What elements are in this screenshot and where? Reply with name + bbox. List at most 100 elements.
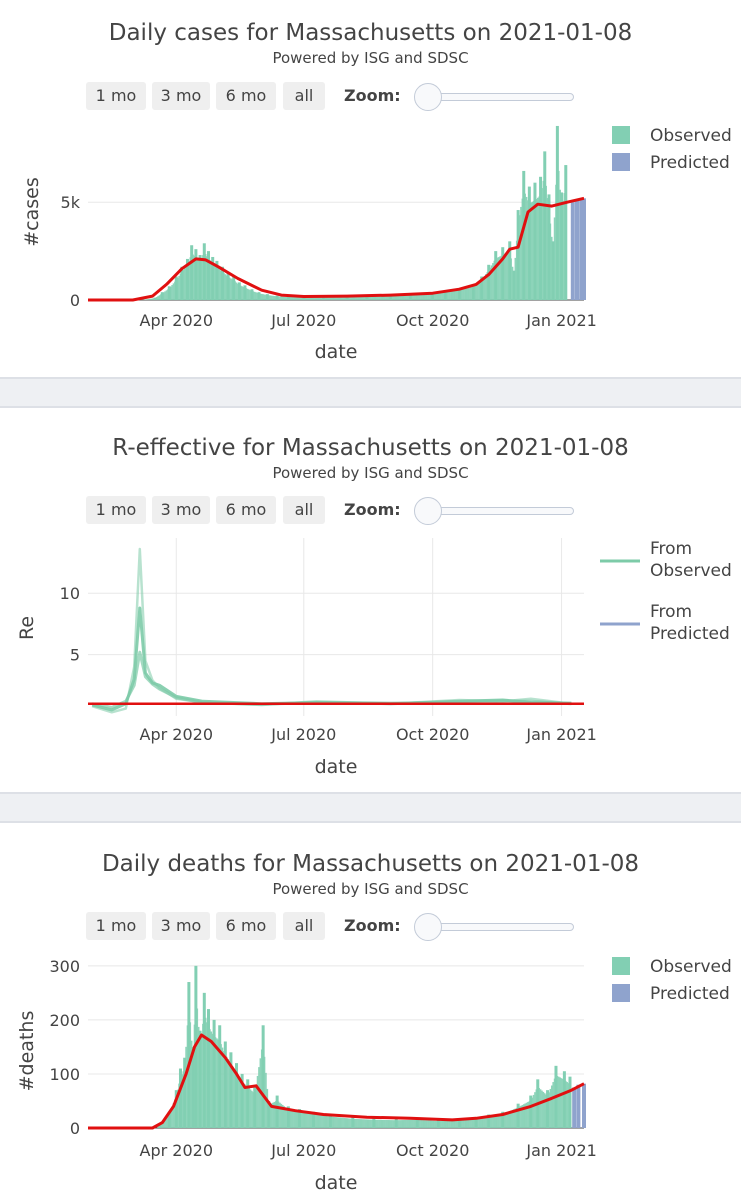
observed-bar (294, 297, 297, 300)
observed-bar (187, 982, 191, 1128)
zoom-slider-knob[interactable] (414, 497, 442, 525)
range-6mo-button[interactable]: 6 mo (216, 912, 276, 940)
observed-bar (266, 1088, 269, 1128)
deaths-chart: 0 100 200 300 Apr 2020 Jul 2020 Oct 2020 Jan 20… (16, 957, 732, 1194)
observed-bar (521, 198, 524, 300)
observed-bar (244, 1084, 246, 1128)
re-subtitle: Powered by ISG and SDSC (272, 464, 469, 482)
observed-bar (493, 1115, 496, 1128)
observed-bar (343, 296, 346, 300)
observed-bar (307, 296, 309, 300)
re-title: R-effective for Massachusetts on 2021-01… (112, 435, 629, 461)
observed-bar (385, 1119, 388, 1128)
range-all-button[interactable]: all (283, 912, 325, 940)
range-all-button[interactable]: all (283, 496, 325, 524)
observed-bar (387, 1120, 389, 1128)
observed-bar (506, 1112, 508, 1128)
observed-bar (539, 176, 543, 300)
observed-bar (359, 1119, 361, 1128)
observed-bar (235, 1063, 239, 1128)
re-series-line (91, 606, 572, 712)
observed-bar (424, 293, 427, 300)
observed-bar (197, 1026, 200, 1128)
observed-bar (535, 199, 538, 300)
observed-bar (412, 294, 414, 300)
observed-bar (181, 1074, 183, 1128)
range-all-button[interactable]: all (283, 82, 325, 110)
observed-bar (482, 1117, 484, 1128)
observed-bar (564, 1080, 567, 1128)
zoom-slider-knob[interactable] (414, 83, 442, 111)
zoom-slider-knob[interactable] (414, 913, 442, 941)
observed-bar (212, 1019, 216, 1128)
range-3mo-button[interactable]: 3 mo (152, 496, 210, 524)
observed-bar (408, 294, 410, 300)
observed-bar (366, 1119, 368, 1128)
observed-bar (151, 298, 154, 300)
observed-bar (513, 1109, 515, 1128)
observed-bar (534, 1092, 536, 1128)
observed-bar (260, 1049, 263, 1128)
observed-bar (459, 1119, 462, 1128)
observed-bar (150, 298, 152, 300)
observed-bar (248, 289, 250, 300)
observed-bar (384, 295, 386, 300)
observed-bar (553, 1078, 556, 1128)
observed-bar (410, 294, 413, 300)
observed-bar (206, 1009, 210, 1128)
observed-bar (512, 270, 516, 300)
range-3mo-button[interactable]: 3 mo (152, 912, 210, 940)
observed-bar (483, 1117, 486, 1128)
legend-swatch-observed (612, 957, 630, 975)
observed-bar (415, 294, 417, 300)
observed-bar (186, 1025, 189, 1128)
observed-bar (315, 1114, 318, 1128)
observed-bar (345, 1118, 347, 1128)
predicted-bar (570, 202, 575, 300)
range-1mo-button[interactable]: 1 mo (86, 912, 146, 940)
observed-bar (452, 1120, 455, 1128)
observed-bar (448, 1120, 451, 1128)
observed-bar (464, 1119, 466, 1128)
range-1mo-button[interactable]: 1 mo (86, 496, 146, 524)
observed-bar (468, 287, 470, 300)
observed-bar (160, 294, 162, 300)
observed-bar (321, 1115, 323, 1128)
observed-bar (180, 266, 184, 300)
observed-bar (417, 294, 420, 300)
observed-bar (188, 261, 190, 300)
observed-bar (413, 1119, 416, 1128)
observed-bar (360, 295, 363, 300)
observed-bar (396, 1120, 399, 1128)
observed-bar (286, 296, 290, 300)
observed-bar (427, 293, 430, 300)
observed-bar (380, 295, 382, 300)
observed-bar (308, 1113, 311, 1128)
range-6mo-button[interactable]: 6 mo (216, 82, 276, 110)
observed-bar (220, 270, 222, 300)
deaths-panel: Daily deaths for Massachusetts on 2021-0… (0, 823, 741, 1200)
observed-bar (485, 1117, 487, 1128)
observed-bar (408, 1119, 410, 1128)
range-3mo-button[interactable]: 3 mo (152, 82, 210, 110)
observed-bar (515, 1107, 518, 1128)
observed-bar (538, 196, 540, 300)
legend-swatch-predicted (612, 153, 630, 171)
observed-bar (164, 1119, 166, 1128)
observed-bar (431, 292, 435, 300)
observed-bar (503, 1113, 505, 1128)
observed-bar (381, 1119, 384, 1128)
observed-bar (237, 1075, 239, 1128)
observed-bar (447, 291, 449, 300)
observed-bar (479, 281, 482, 300)
range-6mo-button[interactable]: 6 mo (216, 496, 276, 524)
observed-bar (245, 1085, 248, 1128)
observed-bar (357, 1119, 360, 1128)
observed-bar (450, 291, 452, 300)
cases-subtitle: Powered by ISG and SDSC (272, 49, 469, 67)
range-1mo-button[interactable]: 1 mo (86, 82, 146, 110)
observed-bar (445, 291, 448, 300)
observed-bar (214, 1037, 217, 1128)
observed-bar (371, 1119, 374, 1128)
observed-bar (347, 296, 350, 300)
